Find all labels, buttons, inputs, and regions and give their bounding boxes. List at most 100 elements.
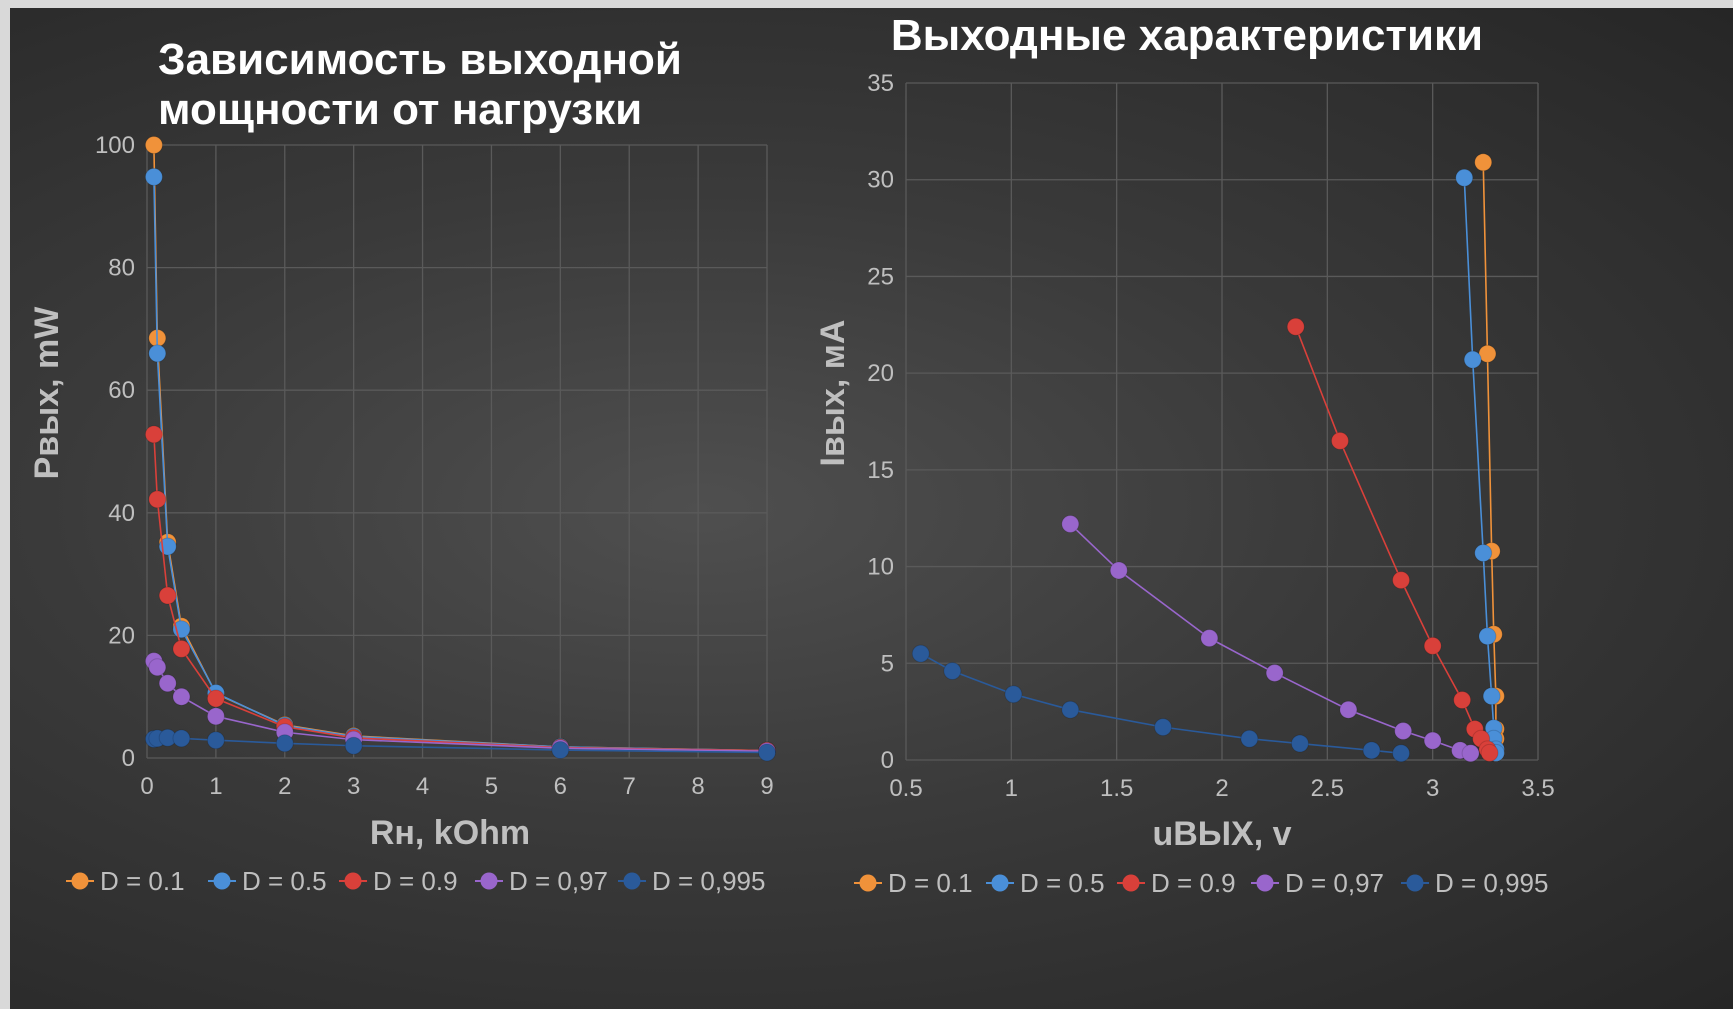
legend-label: D = 0.9 <box>373 866 458 896</box>
x-tick-label: 2 <box>1215 775 1228 802</box>
x-axis-label: uВЫХ, v <box>1152 815 1291 853</box>
data-point <box>1474 153 1493 172</box>
data-point <box>1478 627 1497 646</box>
chart-title: Зависимость выходной <box>158 35 682 84</box>
x-tick-label: 7 <box>623 773 636 800</box>
series-1 <box>144 136 776 760</box>
data-point <box>1290 734 1309 753</box>
data-point <box>1392 744 1411 763</box>
chart-2: 0.5 1 1.5 2 2.5 3 3.5 0 5 10 15 20 25 30 35 Выходные ха… <box>814 11 1555 898</box>
y-tick-label: 20 <box>108 622 135 649</box>
x-tick-label: 6 <box>554 773 567 800</box>
x-tick-label: 3 <box>347 773 360 800</box>
data-point <box>144 167 163 186</box>
data-point <box>1061 515 1080 534</box>
y-tick-label: 0 <box>122 745 135 772</box>
legend-marker <box>859 874 877 892</box>
y-tick-label: 20 <box>867 360 894 387</box>
series-line <box>1069 523 1471 755</box>
legend-label: D = 0.1 <box>100 866 185 896</box>
x-tick-label: 2 <box>278 773 291 800</box>
y-axis-label: Pвых, mW <box>28 306 66 480</box>
legend-entry: D = 0,97 <box>475 866 608 896</box>
series-5 <box>144 728 776 762</box>
series-line <box>153 144 768 752</box>
x-tick-label: 1 <box>209 773 222 800</box>
y-tick-label: 60 <box>108 377 135 404</box>
chart-canvas: 0 1 2 3 4 5 6 7 8 9 0 20 40 60 80 100 Зависимость выходн… <box>10 8 1733 1009</box>
data-point <box>1478 344 1497 363</box>
data-point <box>943 662 962 681</box>
y-tick-label: 5 <box>881 650 894 677</box>
data-point <box>1455 168 1474 187</box>
legend-marker <box>71 872 89 890</box>
data-point <box>144 136 163 154</box>
data-point <box>1392 571 1411 590</box>
data-point <box>1004 685 1023 704</box>
data-point <box>148 658 167 677</box>
x-tick-label: 1.5 <box>1100 775 1133 802</box>
y-tick-label: 15 <box>867 457 894 484</box>
x-tick-label: 8 <box>691 773 704 800</box>
x-tick-label: 0 <box>140 773 153 800</box>
data-point <box>1461 744 1480 763</box>
series-4 <box>1061 515 1480 763</box>
series-line <box>153 176 768 752</box>
data-point <box>148 490 167 509</box>
y-tick-label: 35 <box>867 70 894 97</box>
series-line <box>1463 177 1497 753</box>
x-axis-label: Rн, kOhm <box>370 814 530 852</box>
data-point <box>1240 729 1259 748</box>
x-tick-label: 0.5 <box>889 775 922 802</box>
data-point <box>1154 718 1173 737</box>
data-point <box>1474 544 1493 563</box>
legend-entry: D = 0,995 <box>618 866 765 896</box>
series-line <box>920 652 1402 755</box>
legend-entry: D = 0.9 <box>1117 868 1236 898</box>
x-tick-label: 3 <box>1426 775 1439 802</box>
x-tick-label: 5 <box>485 773 498 800</box>
data-point <box>551 741 570 760</box>
y-tick-label: 10 <box>867 554 894 581</box>
legend-marker <box>1122 874 1140 892</box>
data-point <box>1423 731 1442 750</box>
y-tick-label: 80 <box>108 255 135 282</box>
legend-label: D = 0,995 <box>1435 868 1548 898</box>
series-2 <box>1455 168 1505 762</box>
chart-1: 0 1 2 3 4 5 6 7 8 9 0 20 40 60 80 100 Зависимость выходн… <box>28 35 776 896</box>
data-point <box>1109 561 1128 580</box>
chart-title: мощности от нагрузки <box>158 85 642 134</box>
y-tick-label: 40 <box>108 500 135 527</box>
legend-marker <box>344 872 362 890</box>
data-point <box>1482 687 1501 706</box>
series-2 <box>144 167 776 760</box>
legend-entry: D = 0.5 <box>208 866 327 896</box>
legend-label: D = 0,97 <box>1285 868 1384 898</box>
legend-marker <box>213 872 231 890</box>
data-point <box>1453 691 1472 710</box>
y-tick-label: 100 <box>95 132 135 159</box>
legend-label: D = 0,995 <box>652 866 765 896</box>
legend-label: D = 0.5 <box>1020 868 1105 898</box>
series-line <box>153 660 768 753</box>
data-point <box>758 743 776 762</box>
data-point <box>344 736 363 755</box>
y-tick-label: 0 <box>881 747 894 774</box>
data-point <box>148 344 167 363</box>
data-point <box>275 734 294 753</box>
series-line <box>1294 326 1491 754</box>
legend-marker <box>1256 874 1274 892</box>
legend-marker <box>991 874 1009 892</box>
data-point <box>1480 743 1499 762</box>
legend-marker <box>623 872 641 890</box>
data-point <box>158 586 177 605</box>
chart-title: Выходные характеристики <box>891 11 1483 60</box>
series-3 <box>1286 317 1499 762</box>
data-point <box>911 644 930 663</box>
data-point <box>1265 663 1284 682</box>
legend-label: D = 0.1 <box>888 868 973 898</box>
data-point <box>1339 700 1358 719</box>
data-point <box>172 687 191 706</box>
y-tick-label: 25 <box>867 263 894 290</box>
